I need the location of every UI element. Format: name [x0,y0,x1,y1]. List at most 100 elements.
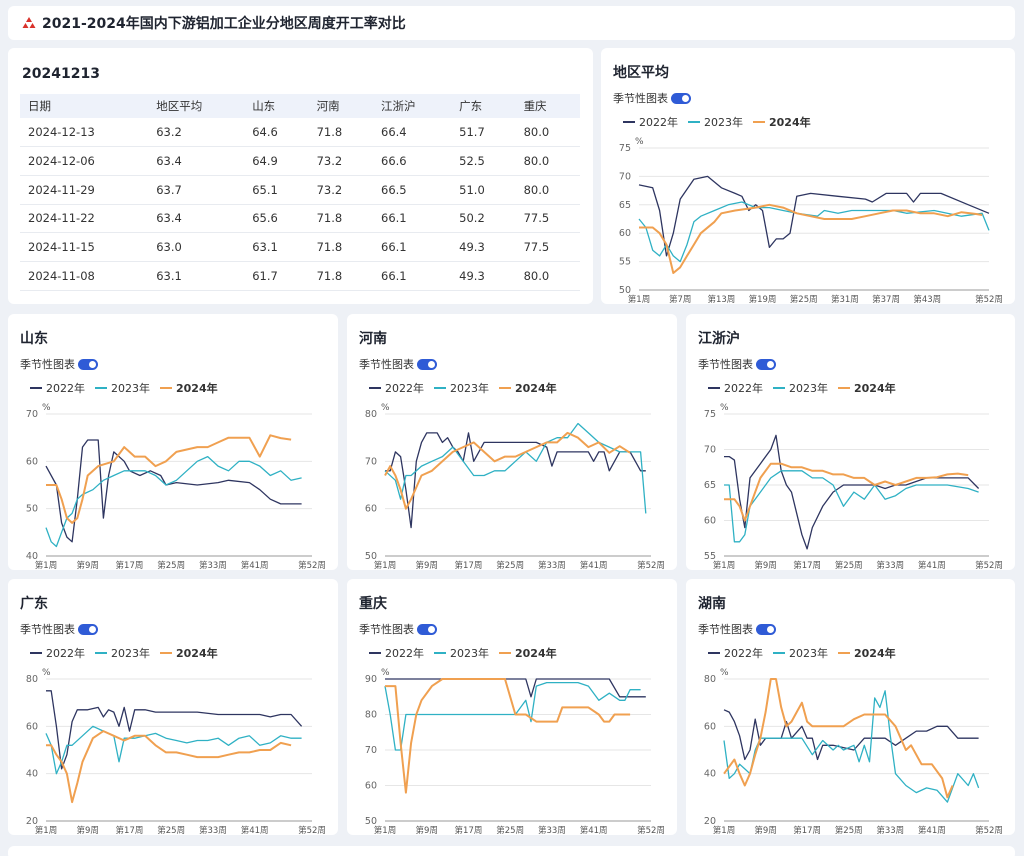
legend-swatch [95,652,107,654]
table-row: 2024-12-13 63.2 64.6 71.8 66.4 51.7 80.0 [20,118,580,148]
legend-label: 2023年 [450,647,489,660]
legend-item[interactable]: 2023年 [773,380,828,396]
x-tick-label: 第1周 [713,825,735,836]
legend-item[interactable]: 2023年 [773,645,828,661]
y-tick-label: 75 [704,409,716,420]
seasonal-toggle-row: 季节性图表 [698,621,776,637]
legend-item[interactable]: 2022年 [708,645,763,661]
x-tick-label: 第52周 [975,825,1003,836]
table-cell: 49.3 [451,232,516,262]
legend-item[interactable]: 2024年 [499,645,557,661]
table-cell: 71.8 [308,232,373,262]
x-tick-label: 第9周 [77,825,99,836]
y-tick-label: 40 [26,551,38,562]
legend-item[interactable]: 2022年 [369,645,424,661]
y-tick-label: 75 [619,143,631,154]
legend-item[interactable]: 2024年 [753,114,811,130]
series-line-2024 [723,678,954,799]
seasonal-toggle-label: 季节性图表 [698,358,753,371]
y-tick-label: 60 [365,781,377,792]
x-tick-label: 第9周 [77,560,99,571]
x-tick-label: 第17周 [455,560,483,571]
table-cell: 65.1 [244,175,309,205]
y-unit-label: % [42,668,51,678]
y-tick-label: 50 [619,285,631,296]
y-tick-label: 70 [365,456,377,467]
line-chart: % 40 50 60 70 第1周 第9周 第17周 第25周 第33周 第41周 第52周 [26,403,326,571]
x-tick-label: 第1周 [628,294,650,305]
table-cell: 71.8 [308,261,373,291]
legend-label: 2024年 [515,382,557,395]
table-row: 2024-12-06 63.4 64.9 73.2 66.6 52.5 80.0 [20,146,580,176]
table-row: 2024-11-22 63.4 65.6 71.8 66.1 50.2 77.5 [20,204,580,234]
y-tick-label: 80 [365,409,377,420]
y-tick-label: 20 [26,816,38,827]
x-tick-label: 第9周 [754,825,776,836]
legend-item[interactable]: 2024年 [838,380,896,396]
legend-swatch [753,121,765,123]
table-cell: 64.6 [244,118,309,148]
legend-swatch [708,652,720,654]
x-tick-label: 第33周 [199,825,227,836]
seasonal-toggle-row: 季节性图表 [359,621,437,637]
legend-item[interactable]: 2023年 [434,380,489,396]
table-cell: 66.5 [373,175,452,205]
seasonal-toggle-switch[interactable] [756,623,776,635]
seasonal-toggle-switch[interactable] [756,358,776,370]
table-cell: 2024-11-29 [20,175,149,205]
seasonal-toggle-switch[interactable] [671,92,691,104]
table-cell: 66.1 [373,232,452,262]
chart-title: 山东 [20,331,48,347]
y-tick-label: 50 [365,816,377,827]
chart-legend: 2022年 2023年 2024年 [369,645,567,661]
legend-item[interactable]: 2024年 [160,645,218,661]
x-tick-label: 第17周 [455,825,483,836]
x-tick-label: 第52周 [637,825,665,836]
legend-item[interactable]: 2022年 [708,380,763,396]
chart-title: 江浙沪 [698,331,740,347]
y-tick-label: 60 [704,516,716,527]
seasonal-toggle-row: 季节性图表 [20,621,98,637]
legend-label: 2023年 [789,647,828,660]
table-cell: 77.5 [515,232,580,262]
legend-item[interactable]: 2022年 [369,380,424,396]
seasonal-toggle-label: 季节性图表 [359,358,414,371]
series-line-2024 [46,434,292,524]
legend-item[interactable]: 2022年 [30,380,85,396]
x-tick-label: 第9周 [754,560,776,571]
x-tick-label: 第43周 [913,294,941,305]
table-cell: 77.5 [515,204,580,234]
y-tick-label: 70 [26,409,38,420]
y-tick-label: 70 [619,171,631,182]
legend-item[interactable]: 2023年 [434,645,489,661]
table-cell: 2024-12-13 [20,118,149,148]
line-chart: % 20 40 60 80 第1周 第9周 第17周 第25周 第33周 第41周 第52周 [26,668,326,836]
x-tick-label: 第25周 [157,825,185,836]
legend-item[interactable]: 2023年 [688,114,743,130]
y-tick-label: 60 [26,456,38,467]
seasonal-toggle-switch[interactable] [417,623,437,635]
legend-item[interactable]: 2024年 [160,380,218,396]
x-tick-label: 第41周 [580,560,608,571]
seasonal-toggle-switch[interactable] [78,358,98,370]
seasonal-toggle-switch[interactable] [417,358,437,370]
legend-item[interactable]: 2022年 [623,114,678,130]
legend-swatch [30,652,42,654]
seasonal-toggle-switch[interactable] [78,623,98,635]
series-line-2022 [724,434,980,550]
table-cell: 51.7 [451,118,516,148]
legend-item[interactable]: 2023年 [95,645,150,661]
x-tick-label: 第1周 [35,825,57,836]
legend-item[interactable]: 2023年 [95,380,150,396]
x-tick-label: 第33周 [538,560,566,571]
chart-title: 广东 [20,596,48,612]
legend-item[interactable]: 2024年 [499,380,557,396]
legend-swatch [160,652,172,654]
y-unit-label: % [720,403,729,413]
legend-item[interactable]: 2022年 [30,645,85,661]
line-chart: % 55 60 65 70 75 第1周 第9周 第17周 第25周 第33周 第41周 第52周 [704,403,1003,571]
x-tick-label: 第52周 [298,560,326,571]
legend-swatch [434,387,446,389]
table-cell: 65.6 [244,204,309,234]
legend-item[interactable]: 2024年 [838,645,896,661]
